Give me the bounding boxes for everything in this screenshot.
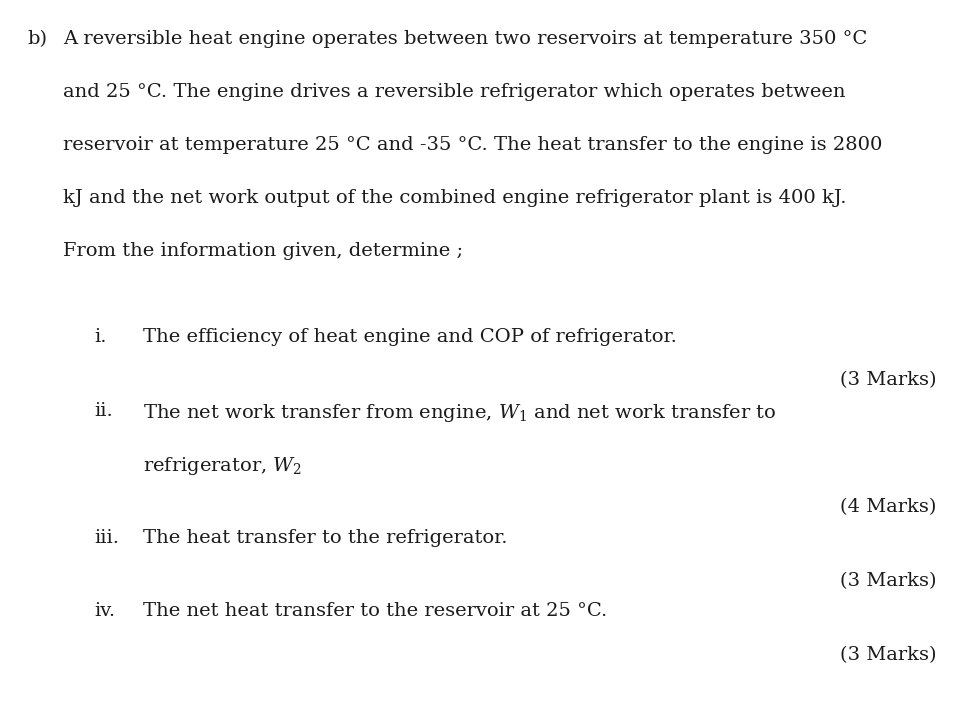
Text: (3 Marks): (3 Marks)	[840, 572, 936, 590]
Text: From the information given, determine ;: From the information given, determine ;	[63, 242, 463, 260]
Text: refrigerator, $\boldsymbol{W_2}$: refrigerator, $\boldsymbol{W_2}$	[143, 455, 302, 476]
Text: b): b)	[27, 30, 47, 49]
Text: reservoir at temperature 25 °C and -35 °C. The heat transfer to the engine is 28: reservoir at temperature 25 °C and -35 °…	[63, 136, 882, 154]
Text: i.: i.	[95, 328, 107, 346]
Text: The net heat transfer to the reservoir at 25 °C.: The net heat transfer to the reservoir a…	[143, 602, 607, 621]
Text: The efficiency of heat engine and COP of refrigerator.: The efficiency of heat engine and COP of…	[143, 328, 676, 346]
Text: kJ and the net work output of the combined engine refrigerator plant is 400 kJ.: kJ and the net work output of the combin…	[63, 189, 846, 207]
Text: (3 Marks): (3 Marks)	[840, 371, 936, 389]
Text: The heat transfer to the refrigerator.: The heat transfer to the refrigerator.	[143, 529, 508, 547]
Text: (3 Marks): (3 Marks)	[840, 646, 936, 664]
Text: (4 Marks): (4 Marks)	[840, 498, 936, 516]
Text: and 25 °C. The engine drives a reversible refrigerator which operates between: and 25 °C. The engine drives a reversibl…	[63, 83, 845, 102]
Text: ii.: ii.	[95, 402, 113, 420]
Text: The net work transfer from engine, $\boldsymbol{W_1}$ and net work transfer to: The net work transfer from engine, $\bol…	[143, 402, 777, 423]
Text: iv.: iv.	[95, 602, 116, 621]
Text: A reversible heat engine operates between two reservoirs at temperature 350 °C: A reversible heat engine operates betwee…	[63, 30, 867, 49]
Text: iii.: iii.	[95, 529, 120, 547]
